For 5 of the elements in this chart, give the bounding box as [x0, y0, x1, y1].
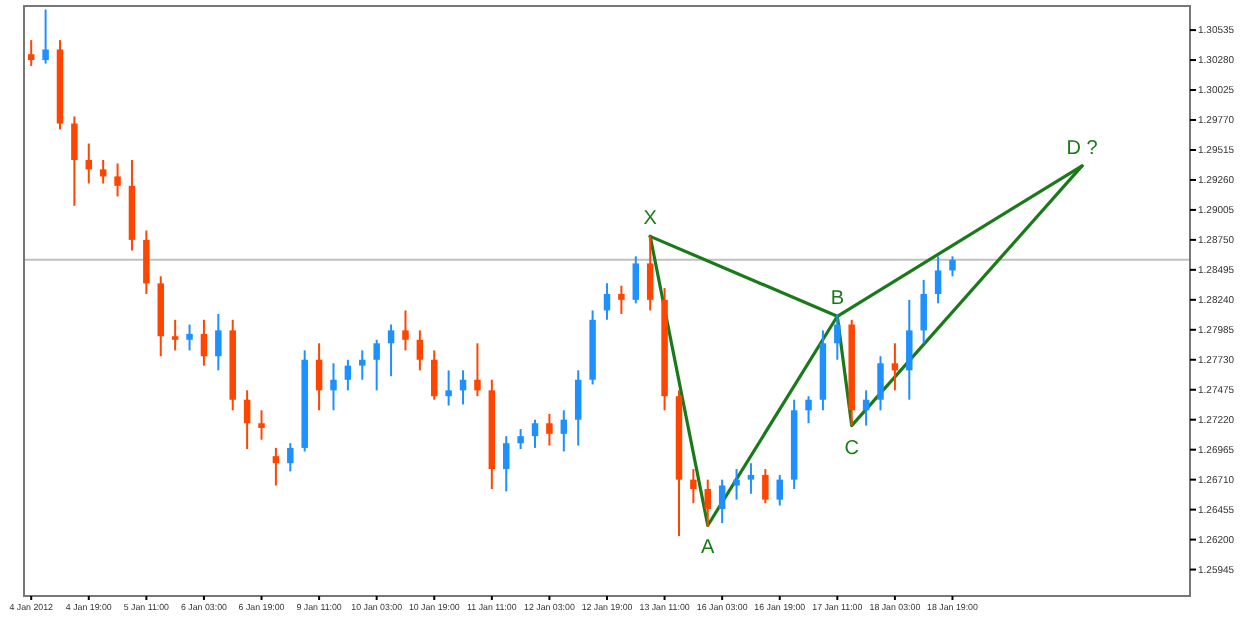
annotation: A — [701, 537, 716, 560]
annotation: D ? — [1066, 137, 1099, 160]
annotation: B — [830, 288, 845, 311]
annotation: C — [844, 437, 859, 460]
annotation: X — [643, 208, 658, 231]
